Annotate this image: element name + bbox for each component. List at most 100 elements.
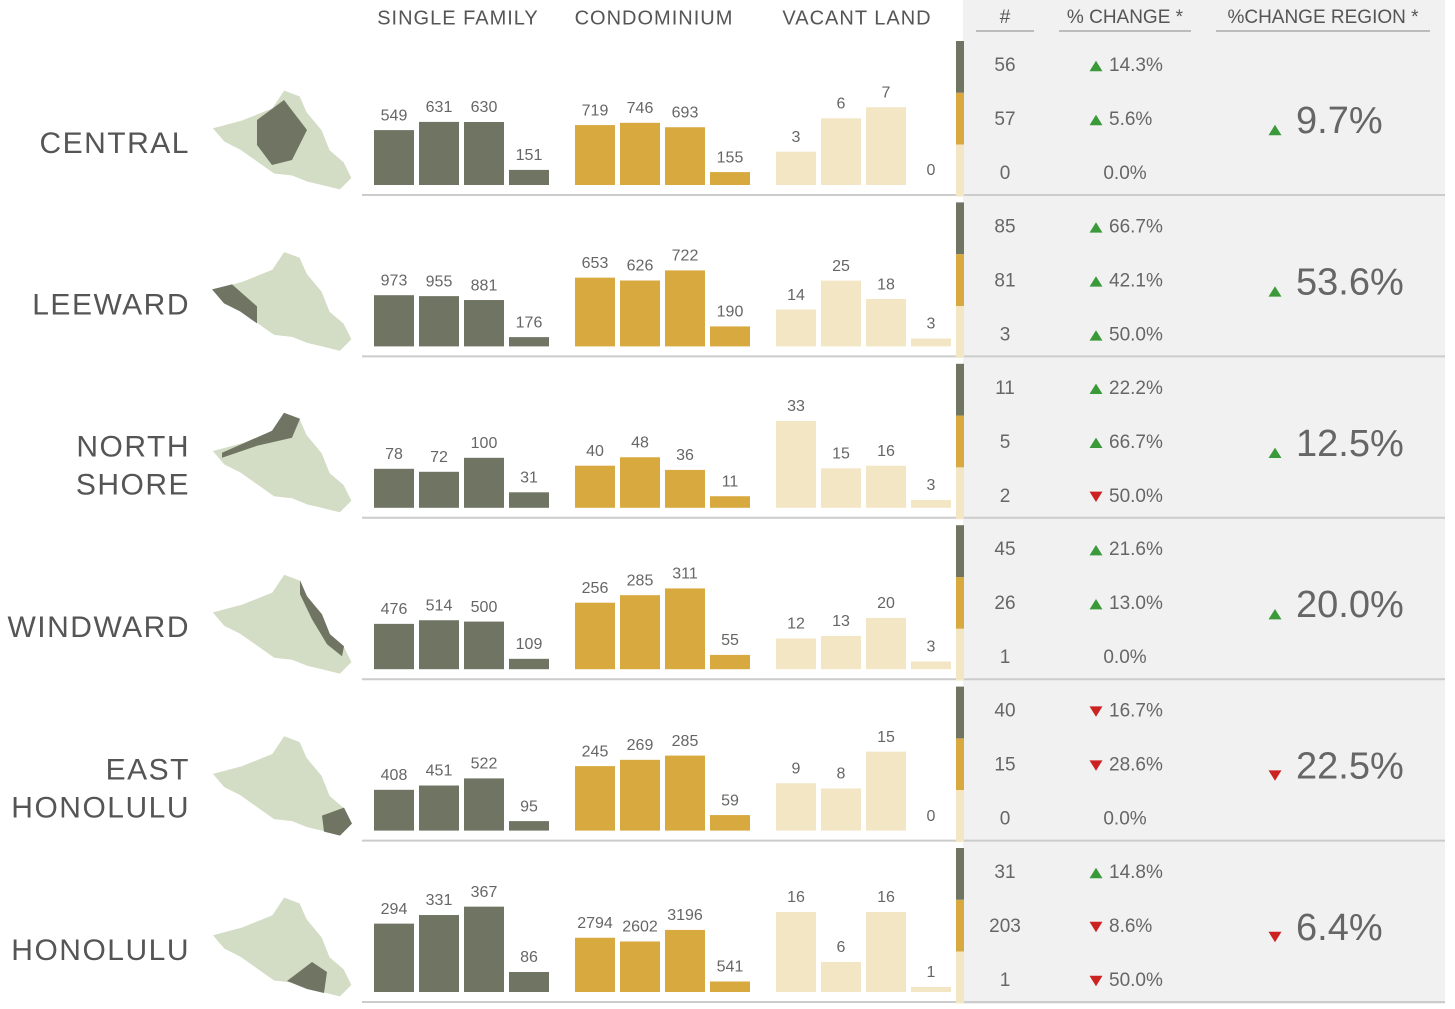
bar-value-label: 630 bbox=[471, 99, 498, 116]
region-highlight bbox=[287, 962, 327, 993]
region-change-value: 9.7% bbox=[1296, 100, 1383, 142]
change-arrow bbox=[1089, 921, 1103, 933]
stats-header: % CHANGE * bbox=[1067, 7, 1184, 28]
type-strip bbox=[956, 467, 964, 520]
bar bbox=[419, 785, 459, 831]
bar-value-label: 31 bbox=[520, 470, 538, 487]
region-map bbox=[211, 896, 353, 998]
change-value: 13.0% bbox=[1109, 593, 1163, 614]
type-strip bbox=[956, 628, 964, 681]
region-highlight bbox=[322, 807, 352, 836]
bar bbox=[665, 588, 705, 670]
count: 45 bbox=[994, 539, 1015, 560]
count: 40 bbox=[994, 701, 1015, 722]
region-change-arrow bbox=[1268, 770, 1282, 781]
bar bbox=[665, 469, 705, 508]
region-change-arrow bbox=[1268, 124, 1282, 136]
type-strip bbox=[956, 848, 964, 900]
bar-value-label: 18 bbox=[877, 276, 895, 293]
region-highlight bbox=[222, 412, 300, 458]
bar bbox=[821, 788, 861, 831]
type-strip bbox=[956, 92, 964, 145]
bar-value-label: 16 bbox=[877, 443, 895, 460]
bar-value-label: 626 bbox=[627, 258, 654, 275]
bar-value-label: 3 bbox=[927, 477, 936, 494]
type-strip bbox=[956, 41, 964, 93]
region-name: HONOLULU bbox=[11, 934, 190, 967]
region-map bbox=[211, 250, 353, 352]
region-highlight bbox=[257, 100, 307, 165]
type-strip bbox=[956, 577, 964, 629]
region-name: EAST bbox=[106, 754, 190, 787]
bar-value-label: 285 bbox=[672, 733, 699, 750]
bar-value-label: 451 bbox=[426, 763, 453, 780]
change-value: 0.0% bbox=[1103, 647, 1146, 668]
bar-value-label: 476 bbox=[381, 601, 408, 618]
bar bbox=[821, 118, 861, 185]
stats-header: # bbox=[1000, 7, 1011, 28]
bar bbox=[575, 277, 615, 347]
count: 15 bbox=[994, 755, 1015, 776]
bar bbox=[374, 789, 414, 831]
bar-value-label: 14 bbox=[787, 287, 805, 304]
bar-value-label: 6 bbox=[837, 939, 846, 956]
bar-value-label: 48 bbox=[631, 434, 649, 451]
count: 2 bbox=[1000, 486, 1011, 507]
change-arrow bbox=[1089, 437, 1103, 448]
count: 81 bbox=[994, 270, 1015, 291]
change-value: 0.0% bbox=[1103, 809, 1146, 830]
bar bbox=[575, 602, 615, 670]
type-strip bbox=[956, 144, 964, 197]
bar-value-label: 2794 bbox=[577, 915, 613, 932]
region-change-value: 20.0% bbox=[1296, 584, 1404, 626]
bar bbox=[710, 496, 750, 508]
island bbox=[211, 573, 353, 675]
bar bbox=[464, 457, 504, 508]
change-arrow bbox=[1089, 491, 1103, 502]
bar-value-label: 408 bbox=[381, 767, 408, 784]
bar-value-label: 256 bbox=[582, 580, 609, 597]
change-value: 28.6% bbox=[1109, 755, 1163, 776]
bar-value-label: 11 bbox=[722, 473, 739, 490]
change-value: 50.0% bbox=[1109, 970, 1163, 991]
bar bbox=[419, 915, 459, 992]
bar-value-label: 693 bbox=[672, 104, 699, 121]
bar bbox=[575, 766, 615, 831]
bar-value-label: 16 bbox=[877, 889, 895, 906]
bar bbox=[911, 661, 951, 670]
change-arrow bbox=[1089, 383, 1103, 394]
count: 56 bbox=[994, 55, 1015, 76]
bar-value-label: 0 bbox=[927, 162, 936, 179]
bar-value-label: 190 bbox=[717, 304, 744, 321]
bar bbox=[776, 309, 816, 347]
bar bbox=[665, 127, 705, 185]
bar-value-label: 151 bbox=[516, 147, 543, 164]
type-strip bbox=[956, 951, 964, 1004]
bar bbox=[866, 617, 906, 670]
bar-value-label: 269 bbox=[627, 737, 654, 754]
type-strip bbox=[956, 363, 964, 416]
bar-value-label: 955 bbox=[426, 273, 453, 290]
bar-value-label: 331 bbox=[426, 892, 453, 909]
region-change-value: 6.4% bbox=[1296, 907, 1383, 949]
bar-value-label: 78 bbox=[385, 446, 403, 463]
change-value: 66.7% bbox=[1109, 432, 1163, 453]
bar-value-label: 881 bbox=[471, 277, 498, 294]
change-arrow bbox=[1089, 545, 1103, 556]
bar bbox=[620, 280, 660, 347]
bar-value-label: 1 bbox=[927, 964, 936, 981]
bar bbox=[620, 122, 660, 185]
region-highlight bbox=[300, 580, 344, 657]
bar bbox=[509, 492, 549, 508]
bar-value-label: 653 bbox=[582, 255, 609, 272]
bar bbox=[710, 654, 750, 670]
bar bbox=[866, 299, 906, 347]
bar bbox=[776, 420, 816, 508]
bar bbox=[776, 912, 816, 992]
bar-value-label: 3 bbox=[927, 316, 936, 333]
bar-value-label: 7 bbox=[882, 84, 891, 101]
bar-value-label: 72 bbox=[430, 449, 448, 466]
bar bbox=[419, 121, 459, 185]
bar-value-label: 549 bbox=[381, 107, 408, 124]
